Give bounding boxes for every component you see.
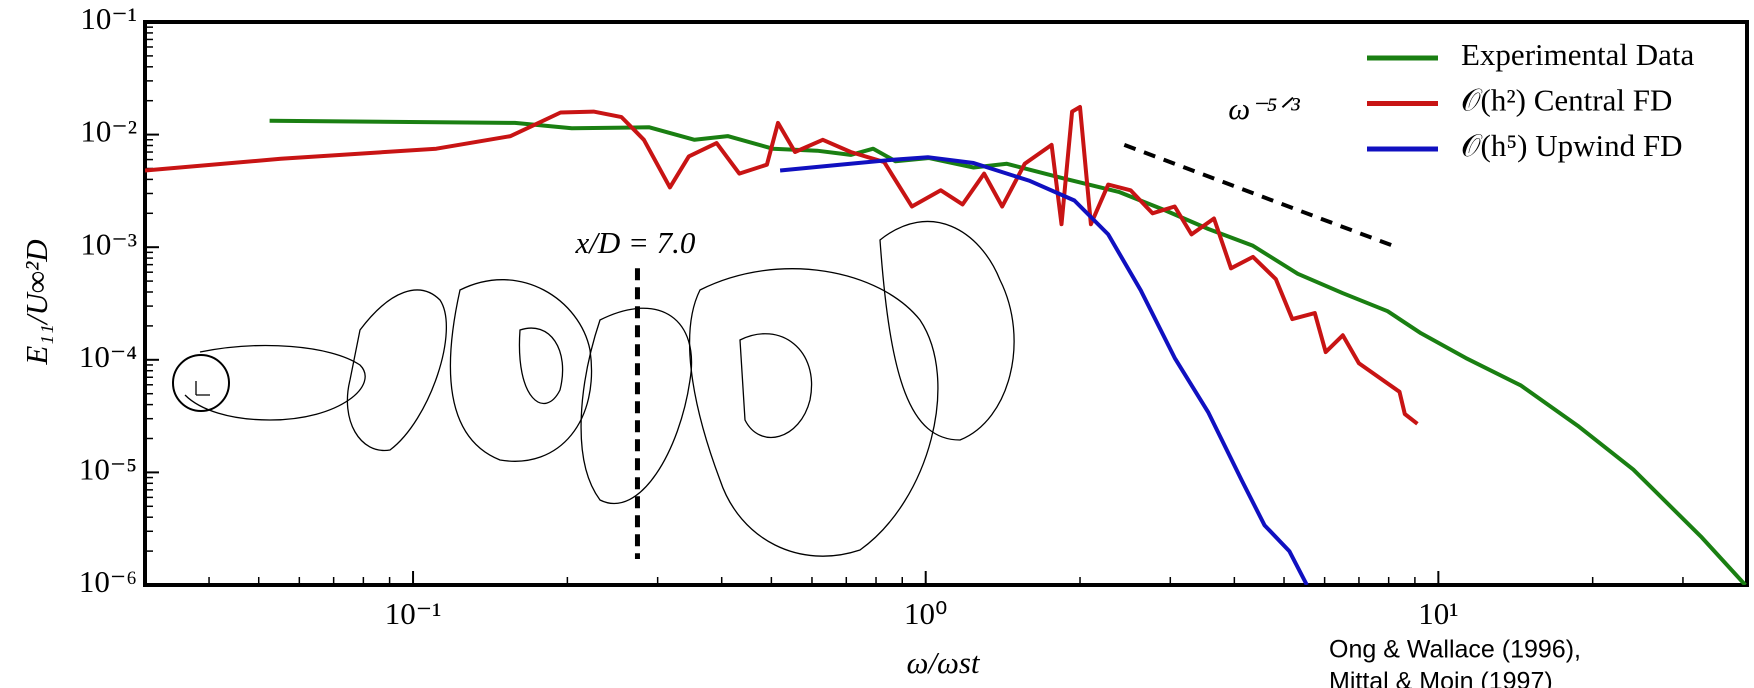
y-tick-label: 10⁻⁶ bbox=[79, 564, 137, 599]
y-tick-label: 10⁻¹ bbox=[80, 1, 137, 36]
wake-contour bbox=[688, 268, 939, 557]
y-tick-label: 10⁻² bbox=[80, 114, 137, 149]
y-tick-label: 10⁻⁴ bbox=[79, 339, 137, 374]
wake-contour bbox=[518, 327, 564, 404]
station-label: x/D = 7.0 bbox=[574, 225, 695, 260]
citation: Ong & Wallace (1996), bbox=[1329, 636, 1581, 664]
wake-contour bbox=[879, 221, 1015, 441]
citation: Mittal & Moin (1997) bbox=[1329, 668, 1553, 688]
legend-label: 𝒪(h²) Central FD bbox=[1461, 83, 1672, 118]
x-tick-label: 10¹ bbox=[1418, 596, 1458, 631]
series-line bbox=[145, 105, 1419, 426]
x-tick-label: 10⁻¹ bbox=[385, 596, 442, 631]
plot-frame bbox=[143, 20, 1749, 587]
wake-contour bbox=[580, 307, 693, 505]
legend-label: 𝒪(h⁵) Upwind FD bbox=[1461, 128, 1683, 163]
wake-inset bbox=[172, 221, 1015, 557]
axes-glyph bbox=[195, 381, 210, 396]
series-line bbox=[779, 155, 1309, 585]
wake-contour bbox=[346, 289, 448, 452]
y-tick-label: 10⁻⁵ bbox=[79, 452, 137, 487]
x-tick-label: 10⁰ bbox=[904, 596, 947, 631]
series-line bbox=[269, 118, 1747, 585]
cylinder bbox=[172, 354, 230, 412]
x-axis-label: ω/ωst bbox=[906, 645, 980, 680]
wake-contour bbox=[184, 344, 366, 421]
y-axis-label: E₁₁/U∞²D bbox=[19, 239, 54, 365]
wake-contour bbox=[739, 333, 813, 438]
slope-line bbox=[1123, 143, 1398, 250]
y-tick-label: 10⁻³ bbox=[80, 226, 137, 261]
legend-label: Experimental Data bbox=[1461, 37, 1694, 72]
wake-contour bbox=[449, 279, 593, 462]
slope-label: ω⁻⁵ᐟ³ bbox=[1228, 91, 1300, 126]
